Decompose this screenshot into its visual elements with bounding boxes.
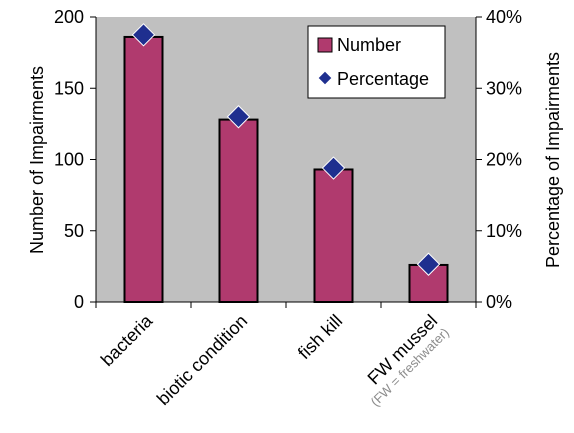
category-label: bacteria xyxy=(97,310,157,370)
legend-number-label: Number xyxy=(337,35,401,55)
legend-number-swatch xyxy=(317,37,333,53)
legend-percentage-label: Percentage xyxy=(337,69,429,89)
legend-percentage-marker xyxy=(317,70,333,86)
right-tick-label: 0% xyxy=(486,292,512,312)
category-label-group: biotic condition xyxy=(153,311,251,409)
right-tick-label: 10% xyxy=(486,221,522,241)
y-axis-title: Number of Impairments xyxy=(27,66,47,254)
left-tick-label: 0 xyxy=(74,292,84,312)
legend: Number Percentage xyxy=(307,25,446,99)
category-label-group: FW mussel(FW = freshwater) xyxy=(364,311,452,410)
bar-fish-kill xyxy=(313,168,354,303)
left-tick-label: 150 xyxy=(54,78,84,98)
bar-biotic-condition xyxy=(218,118,259,303)
left-tick-label: 200 xyxy=(54,7,84,27)
right-tick-label: 30% xyxy=(486,78,522,98)
bar-bacteria xyxy=(123,35,164,303)
category-label-group: bacteria xyxy=(97,310,157,370)
marker-bacteria xyxy=(131,23,156,47)
marker-biotic-condition xyxy=(226,105,251,129)
left-tick-label: 100 xyxy=(54,150,84,170)
category-label: fish kill xyxy=(294,311,346,363)
right-axis-ticks: 0% 10% 20% 30% 40% xyxy=(476,7,522,312)
category-label: biotic condition xyxy=(153,311,251,409)
marker-fish-kill xyxy=(321,156,346,180)
category-label-group: fish kill xyxy=(294,311,346,363)
right-tick-label: 40% xyxy=(486,7,522,27)
x-axis-ticks xyxy=(95,302,477,308)
left-tick-label: 50 xyxy=(64,221,84,241)
marker-fw-mussel xyxy=(416,252,441,276)
y2-axis-title: Percentage of Impairments xyxy=(543,52,563,268)
left-axis-ticks: 0 50 100 150 200 xyxy=(54,7,96,312)
markers-layer xyxy=(131,23,441,276)
right-tick-label: 20% xyxy=(486,150,522,170)
